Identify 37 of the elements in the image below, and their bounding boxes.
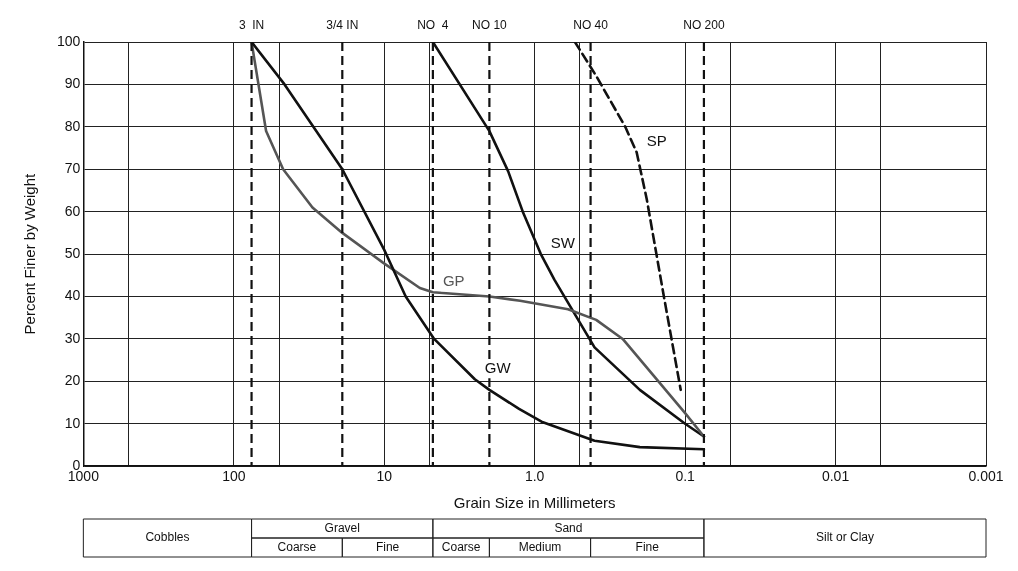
text: Sand: [554, 520, 583, 535]
ref-line-label: NO 4: [417, 18, 449, 33]
y-tick-label: 30: [64, 329, 81, 346]
x-tick-label: 0.001: [968, 468, 1004, 485]
ref-line-label: NO 40: [573, 18, 609, 33]
text: Cobbles: [145, 530, 190, 545]
series-label: SW: [550, 234, 576, 252]
ref-line-label: 3 IN: [238, 18, 265, 33]
ref-line-label: 3/4 IN: [326, 18, 359, 33]
x-tick-label: 10: [376, 468, 393, 485]
y-tick-label: 80: [64, 117, 81, 134]
series-label: GP: [442, 272, 465, 290]
ref-line-label: NO 10: [472, 18, 508, 33]
y-tick-label: 20: [64, 372, 81, 389]
x-tick-label: 0.01: [821, 468, 850, 485]
x-axis-title: Grain Size in Millimeters: [453, 494, 616, 512]
y-tick-label: 90: [64, 75, 81, 92]
text: Gravel: [324, 520, 360, 535]
ref-line-label: NO 200: [683, 18, 725, 33]
y-tick-label: 100: [57, 32, 81, 49]
y-tick-label: 70: [64, 160, 81, 177]
text: Coarse: [441, 539, 481, 554]
y-tick-label: 50: [64, 244, 81, 261]
series-label: SP: [646, 132, 667, 150]
y-tick-label: 40: [64, 287, 81, 304]
text: Silt or Clay: [815, 530, 874, 545]
y-tick-label: 60: [64, 202, 81, 219]
x-tick-label: 0.1: [675, 468, 696, 485]
y-axis-title: Percent Finer by Weight: [21, 172, 39, 335]
x-tick-label: 100: [222, 468, 246, 485]
text: Fine: [635, 539, 660, 554]
series-label: GW: [484, 359, 512, 377]
text: Medium: [518, 539, 562, 554]
y-tick-label: 10: [64, 414, 81, 431]
x-tick-label: 1.0: [524, 468, 545, 485]
text: Coarse: [277, 539, 317, 554]
text: Fine: [375, 539, 400, 554]
